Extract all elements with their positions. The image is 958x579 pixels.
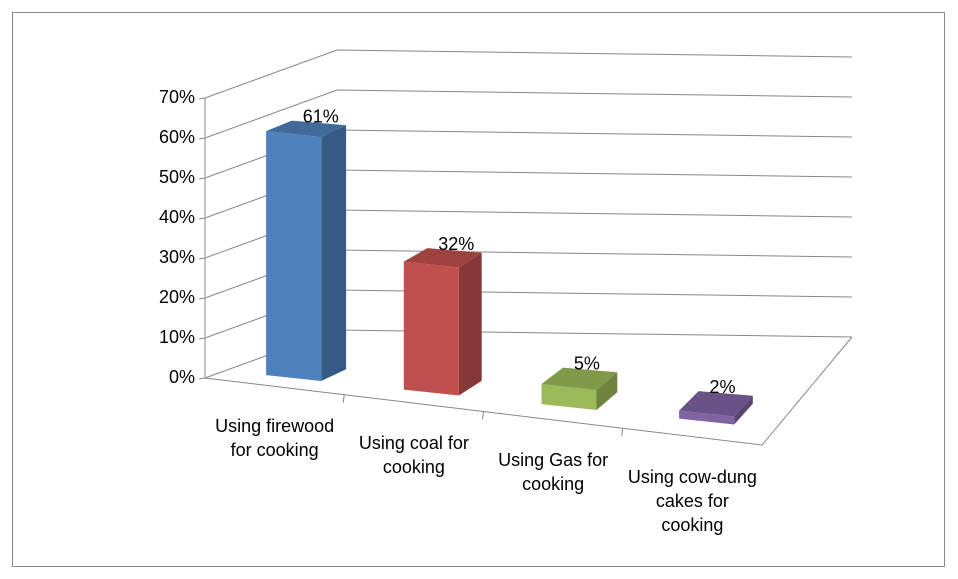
bar-top	[266, 120, 347, 137]
x-tick-label: Using firewood for cooking	[215, 416, 335, 461]
bar-front	[541, 384, 597, 410]
y-tick-label: 40%	[159, 207, 195, 227]
y-tick-label: 20%	[159, 287, 195, 307]
bar-top	[403, 248, 482, 268]
y-tick-label: 10%	[159, 327, 195, 347]
tick-mark	[342, 394, 345, 403]
bar-top	[541, 367, 618, 390]
y-tick-label: 30%	[159, 247, 195, 267]
bar	[541, 367, 618, 410]
bar-front	[266, 131, 322, 381]
bar	[679, 391, 753, 425]
tick-mark	[198, 97, 206, 100]
grid-line	[204, 49, 853, 99]
tick-mark	[198, 137, 206, 140]
x-tick-label: Using Gas for cooking	[498, 449, 609, 494]
data-label: 32%	[438, 234, 474, 254]
bar-side	[596, 372, 618, 410]
tick-mark	[198, 337, 206, 340]
y-tick-label: 0%	[169, 367, 195, 387]
tick-mark	[198, 297, 206, 300]
tick-mark	[621, 428, 624, 437]
data-label: 5%	[574, 353, 600, 373]
bar-side	[321, 125, 347, 381]
tick-mark	[198, 257, 206, 260]
y-tick-label: 50%	[159, 167, 195, 187]
x-tick-label: Using coal for cooking	[358, 433, 469, 478]
data-label: 2%	[709, 377, 735, 397]
y-tick-label: 60%	[159, 127, 195, 147]
tick-mark	[198, 177, 206, 180]
tick-mark	[198, 217, 206, 220]
tick-mark	[482, 411, 484, 420]
bar-top	[679, 391, 753, 417]
grid-line	[204, 89, 853, 139]
bar	[266, 120, 347, 381]
bar-front	[403, 261, 459, 396]
bar-front	[679, 410, 735, 425]
data-label: 61%	[303, 106, 339, 126]
x-tick-label: Using cow-dung cakes for cooking	[627, 466, 757, 535]
y-tick-label: 70%	[159, 87, 195, 107]
chart-frame	[12, 12, 945, 567]
bar-side	[734, 395, 753, 425]
bar-side	[458, 252, 482, 396]
tick-mark	[198, 377, 206, 380]
bar	[403, 248, 482, 396]
